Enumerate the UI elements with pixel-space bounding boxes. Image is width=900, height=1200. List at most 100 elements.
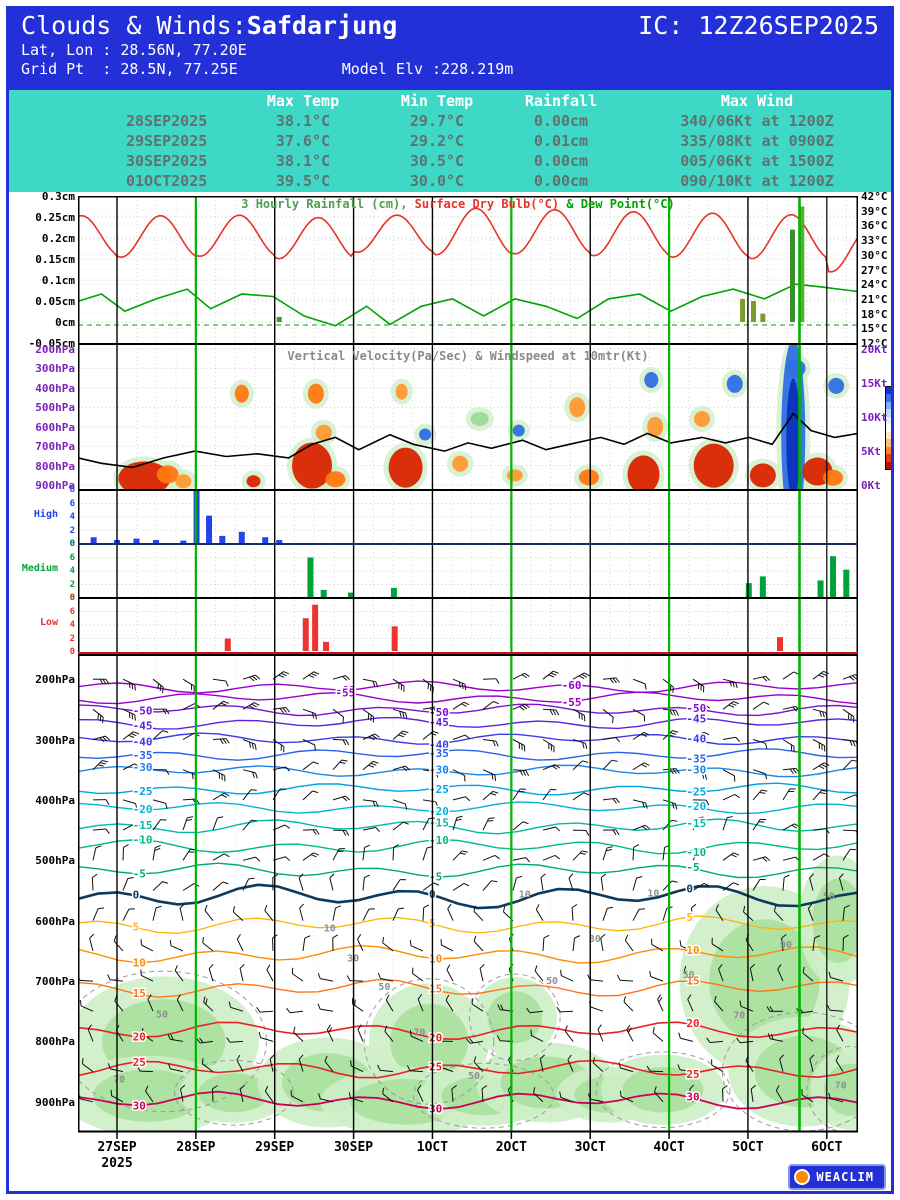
colorbar-segment (886, 416, 892, 425)
temp-axis-label: 42°C (861, 190, 888, 203)
rain-axis-label: 0.1cm (41, 274, 75, 287)
svg-text:-15: -15 (429, 816, 449, 829)
title-row: Clouds & Winds:Safdarjung IC: 12Z26SEP20… (9, 9, 891, 40)
upper-pressure-axis-label: 200hPa (35, 673, 75, 687)
cloud-axis-label: 2 (69, 633, 75, 644)
svg-text:-40: -40 (429, 738, 449, 751)
rain-axis-label: 0.15cm (35, 253, 75, 266)
svg-text:-50: -50 (133, 705, 153, 718)
cloud-axis-label: 8 (69, 593, 75, 603)
cloud-axis-label: 6 (69, 552, 75, 563)
windspeed-line (78, 412, 858, 469)
svg-text:-55: -55 (562, 696, 582, 709)
svg-text:-20: -20 (429, 805, 449, 818)
svg-text:30: 30 (429, 1102, 442, 1115)
cloud-axis-label: 6 (69, 606, 75, 617)
colorbar-segment (886, 409, 892, 417)
temp-axis-label: 33°C (861, 234, 888, 248)
svg-text:-50: -50 (429, 706, 449, 719)
temp-axis-label: 36°C (861, 219, 888, 233)
day-gridlines (116, 196, 828, 1132)
svg-text:50: 50 (823, 892, 835, 903)
svg-text:70: 70 (413, 1027, 425, 1038)
temp-axis-label: 15°C (861, 322, 888, 336)
svg-text:30: 30 (686, 1090, 699, 1103)
svg-text:-5: -5 (429, 870, 442, 883)
header-band: Clouds & Winds:Safdarjung IC: 12Z26SEP20… (9, 9, 891, 90)
svg-text:5: 5 (686, 911, 693, 924)
initial-condition: IC: 12Z26SEP2025 (638, 11, 879, 40)
pressure-axis-label: 900hPa (35, 479, 75, 493)
upper-pressure-axis-label: 900hPa (35, 1095, 75, 1109)
windspeed-axis-label: 5Kt (861, 445, 881, 458)
svg-text:70: 70 (835, 1081, 847, 1092)
colorbar-segment (886, 454, 892, 462)
temp-axis-label: 12°C (861, 337, 888, 350)
svg-text:30: 30 (133, 1099, 146, 1112)
meteogram-chart: -60 -60-55-55-50 -50 -50-45 -45 -45-40 -40 -40-… (78, 196, 858, 1139)
cloud-axis-label: 8 (69, 485, 75, 495)
colorbar-segment (886, 439, 892, 447)
cloud-axis-label: 2 (69, 525, 75, 536)
grid-pt: Grid Pt : 28.5N, 77.25E (21, 59, 238, 78)
svg-text:25: 25 (686, 1068, 699, 1081)
gridpt-row: Grid Pt : 28.5N, 77.25E Model Elv :228.21… (9, 59, 891, 78)
pressure-axis-label: 200hPa (35, 342, 75, 356)
svg-text:-60: -60 (335, 684, 355, 697)
weaclim-logo[interactable]: WEACLIM (788, 1164, 886, 1190)
svg-text:-30: -30 (133, 761, 153, 774)
colorbar-segment (886, 446, 892, 455)
svg-text:-15: -15 (686, 817, 706, 830)
cloud-axis-label: 0 (69, 539, 75, 549)
svg-text:50: 50 (683, 970, 695, 981)
vertical-velocity-colorbar (885, 386, 893, 470)
contour-labels: -60 -60-55-55-50 -50 -50-45 -45 -45-40 -40 -40-… (131, 677, 708, 1117)
temp-contours (78, 680, 858, 1111)
temp-axis-label: 30°C (861, 248, 888, 262)
upper-pressure-axis-label: 300hPa (35, 733, 75, 747)
colorbar-segment (886, 461, 892, 469)
colorbar-segment (886, 394, 892, 402)
page-title: Clouds & Winds:Safdarjung (21, 11, 398, 40)
svg-text:25: 25 (133, 1056, 146, 1069)
x-axis-day-label: 4OCT (653, 1140, 685, 1155)
svg-text:-40: -40 (686, 733, 706, 746)
cloud-axis-label: 4 (69, 566, 75, 576)
x-axis-day-label: 27SEP (97, 1140, 137, 1155)
panel-frames (78, 196, 858, 1139)
x-axis-day-label: 6OCT (811, 1140, 843, 1155)
rain-axis-label: 0.3cm (41, 190, 75, 203)
svg-text:30: 30 (589, 934, 601, 945)
x-axis-day-label: 3OCT (574, 1140, 606, 1155)
pressure-axis-label: 300hPa (35, 362, 75, 376)
svg-text:-25: -25 (133, 785, 153, 798)
upper-pressure-axis-label: 500hPa (35, 854, 75, 868)
svg-text:-30: -30 (429, 763, 449, 776)
cloud-bars-medium (307, 556, 850, 597)
cloud-group-label: High (33, 509, 58, 520)
svg-text:10: 10 (686, 944, 699, 957)
pressure-axis-label: 600hPa (35, 420, 75, 434)
svg-text:10: 10 (647, 889, 659, 900)
temp-axis-label: 27°C (861, 263, 888, 277)
svg-text:-20: -20 (133, 803, 153, 816)
svg-text:-5: -5 (133, 868, 146, 881)
svg-text:-10: -10 (133, 834, 153, 847)
svg-text:-45: -45 (686, 712, 706, 725)
dry-bulb-line (78, 207, 858, 273)
svg-text:-10: -10 (686, 846, 706, 859)
colorbar-segment (886, 401, 892, 410)
forecast-table-band (9, 90, 891, 192)
x-axis-day-label: 30SEP (333, 1140, 374, 1155)
rainfall-bars (276, 206, 805, 322)
x-axis-day-label: 29SEP (255, 1140, 295, 1155)
svg-text:70: 70 (733, 1010, 745, 1021)
temp-axis-label: 39°C (861, 204, 888, 218)
windspeed-axis-label: 15Kt (861, 376, 888, 390)
cloud-axis-label: 0 (69, 647, 75, 657)
svg-text:5: 5 (133, 921, 140, 934)
weaclim-label: WEACLIM (816, 1170, 874, 1184)
red-separator (78, 652, 858, 655)
svg-text:-25: -25 (429, 783, 449, 796)
colorbar-segment (886, 387, 892, 395)
